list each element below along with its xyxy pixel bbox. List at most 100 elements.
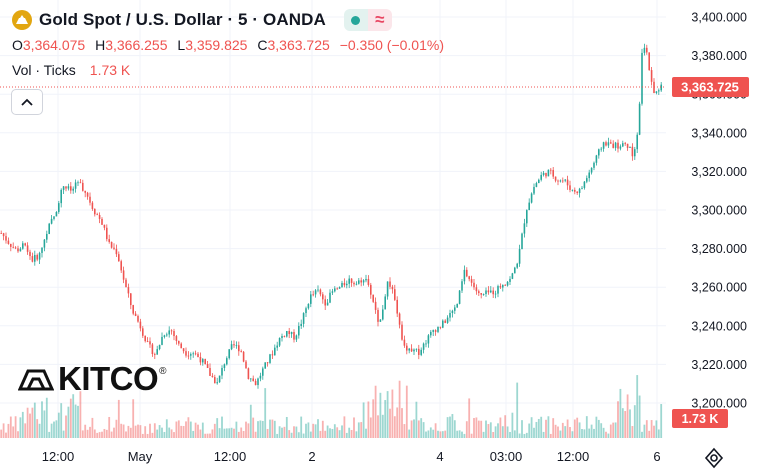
candle-body	[199, 356, 202, 363]
candle-body	[178, 340, 180, 344]
volume-bar	[295, 426, 298, 438]
volume-bar	[153, 423, 156, 438]
candle-body	[485, 290, 487, 295]
volume-bar	[45, 397, 48, 438]
y-tick-label: 3,280.000	[691, 242, 747, 256]
volume-bar	[67, 406, 70, 438]
candle-body	[142, 328, 144, 336]
volume-bar	[648, 430, 651, 438]
candle-body	[202, 359, 204, 363]
symbol-title[interactable]: Gold Spot / U.S. Dollar · 5 · OANDA	[39, 10, 326, 29]
candle-body	[146, 341, 149, 342]
volume-bar	[201, 422, 204, 438]
volume-bar	[187, 417, 190, 438]
volume-bar	[473, 418, 475, 438]
volume-bar	[271, 419, 274, 438]
candle-body	[514, 267, 516, 274]
volume-bar	[293, 426, 295, 438]
volume-bar	[216, 418, 219, 438]
gear-icon[interactable]	[702, 446, 726, 470]
volume-bar	[494, 426, 497, 438]
volume-bar	[415, 401, 418, 438]
candle-body	[252, 378, 254, 381]
volume-bar	[125, 431, 127, 438]
candle-body	[643, 47, 646, 53]
volume-bar	[62, 430, 65, 438]
candle-body	[211, 375, 214, 378]
volume-bar	[53, 421, 55, 438]
y-axis: 3,400.0003,380.0003,360.0003,340.0003,32…	[691, 11, 747, 411]
volume-bar	[48, 431, 51, 438]
candle-body	[509, 278, 511, 282]
volume-bar	[590, 424, 593, 438]
volume-bar	[84, 424, 87, 438]
candle-body	[194, 353, 197, 355]
candle-body	[576, 191, 578, 193]
candle-body	[360, 280, 362, 283]
candle-body	[300, 323, 302, 326]
status-badges[interactable]: ≈	[343, 9, 392, 31]
candle-body	[55, 211, 58, 217]
volume-bar	[235, 421, 238, 438]
candle-body	[151, 344, 154, 355]
volume-bar	[309, 431, 312, 438]
candle-body	[60, 189, 62, 204]
volume-bar	[77, 405, 79, 438]
volume-bar	[607, 433, 610, 438]
candle-body	[41, 247, 43, 253]
volume-bar	[209, 433, 211, 438]
volume-bar	[12, 426, 15, 438]
chevron-up-icon	[21, 98, 33, 106]
collapse-legend-button[interactable]	[11, 89, 43, 115]
candle-body	[89, 196, 91, 203]
candle-body	[497, 286, 499, 294]
volume-bar	[480, 420, 483, 438]
candle-body	[444, 320, 446, 323]
volume-bar	[427, 430, 430, 438]
candle-body	[310, 294, 312, 304]
volume-bar	[624, 411, 627, 438]
volume-bar	[497, 423, 499, 438]
volume-bar	[19, 417, 22, 438]
candle-body	[646, 47, 648, 53]
candle-body	[516, 263, 518, 268]
volume-bar	[537, 418, 540, 438]
candle-body	[120, 261, 122, 271]
volume-bar	[221, 416, 223, 438]
candle-body	[139, 321, 142, 329]
volume-bar	[485, 420, 487, 438]
wave-approx-icon[interactable]: ≈	[367, 9, 392, 31]
candle-body	[494, 293, 497, 295]
volume-bar	[506, 426, 509, 438]
candle-body	[569, 185, 571, 190]
candle-body	[58, 203, 60, 212]
volume-bar	[542, 431, 545, 438]
volume-bar	[182, 426, 185, 438]
candle-body	[612, 143, 614, 148]
volume-bar	[86, 429, 89, 438]
candle-body	[564, 179, 566, 181]
candle-body	[204, 359, 206, 365]
volume-bar	[324, 430, 327, 438]
candle-body	[454, 307, 456, 311]
last-price-label: 3,363.725	[681, 80, 739, 95]
candle-body	[382, 309, 384, 320]
volume-bar	[204, 433, 207, 438]
volume-bar	[69, 398, 72, 438]
volume-bar	[557, 426, 559, 438]
candle-body	[458, 290, 461, 304]
candle-body	[106, 227, 108, 240]
candle-body	[283, 336, 286, 337]
candle-body	[276, 345, 278, 348]
volume-bar	[465, 421, 468, 438]
candle-body	[281, 336, 283, 338]
volume-bar	[240, 427, 243, 438]
volume-bar	[501, 426, 504, 438]
candle-body	[305, 308, 307, 314]
volume-bar	[223, 428, 226, 438]
volume-bar	[98, 432, 101, 438]
market-open-icon[interactable]	[343, 9, 368, 31]
candle-body	[245, 361, 247, 369]
volume-bar	[645, 420, 648, 438]
volume-bar	[5, 432, 7, 438]
